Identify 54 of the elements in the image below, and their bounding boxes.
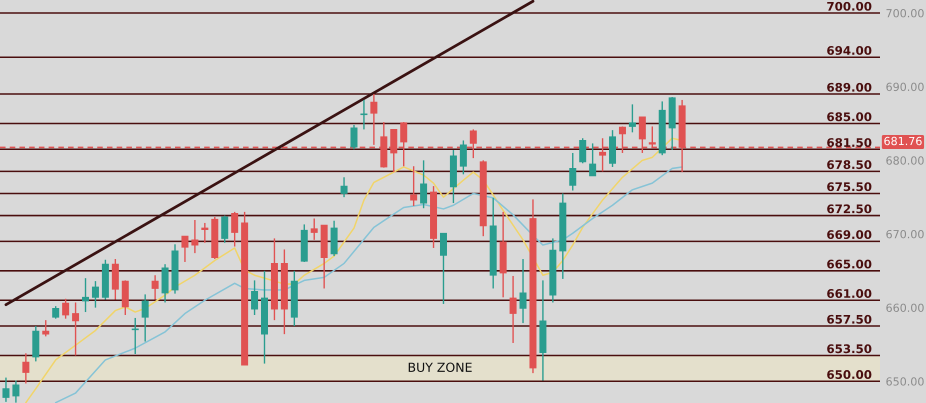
- ref-line-label: 653.50: [827, 344, 872, 354]
- y-tick-label: 700.00: [886, 9, 924, 18]
- ref-line-label: 678.50: [827, 160, 872, 170]
- candlestick: [42, 319, 50, 338]
- ref-line-label: 672.50: [827, 204, 872, 214]
- ref-line-label: 685.00: [827, 112, 872, 122]
- ref-line-label: 681.50: [827, 138, 872, 147]
- ref-line-label: 681.76: [884, 136, 922, 146]
- candlestick: [410, 166, 418, 207]
- ref-line-label: 669.00: [827, 230, 872, 240]
- candlestick: [510, 275, 517, 344]
- candlestick: [579, 138, 586, 164]
- ref-line-label: 661.00: [827, 289, 872, 298]
- candlestick: [92, 280, 99, 308]
- ref-line-label: 675.50: [827, 182, 872, 192]
- candlestick: [360, 99, 368, 130]
- candlestick: [201, 222, 208, 244]
- candlestick: [440, 232, 447, 305]
- candlestick: [12, 380, 20, 403]
- candlestick: [52, 305, 60, 320]
- candlestick: [82, 277, 90, 313]
- candlestick: [520, 258, 527, 324]
- candlestick: [132, 317, 139, 355]
- ref-line-label: 650.00: [827, 370, 872, 379]
- ref-line-label: 657.50: [827, 314, 872, 324]
- candlestick: [251, 280, 258, 316]
- candlestick: [191, 219, 198, 254]
- candlestick: [350, 124, 358, 150]
- candlestick: [231, 211, 238, 248]
- y-tick-label: 660.00: [886, 304, 924, 312]
- candlestick: [152, 274, 159, 300]
- candlestick: [460, 140, 467, 176]
- ref-line-label: 694.00: [827, 46, 872, 55]
- candlestick: [628, 104, 636, 134]
- y-tick-label: 680.00: [886, 156, 924, 165]
- candlestick: [142, 294, 149, 342]
- candlestick: [2, 376, 10, 403]
- candlestick: [569, 152, 576, 192]
- candlestick: [22, 352, 30, 384]
- candlestick: [589, 142, 596, 176]
- candlestick: [72, 302, 80, 356]
- band-label: BUY ZONE: [408, 362, 472, 372]
- ref-line-label: 700.00: [827, 2, 872, 11]
- candlestick: [221, 214, 228, 244]
- candlestick: [340, 176, 348, 198]
- ref-line-label: 665.00: [827, 260, 872, 269]
- ref-line-label: 689.00: [827, 82, 872, 92]
- candlestick: [310, 218, 318, 241]
- y-tick-label: 670.00: [886, 230, 924, 238]
- candlestick: [420, 160, 428, 209]
- y-tick-label: 650.00: [886, 377, 924, 386]
- candlestick: [62, 298, 70, 320]
- candlestick: [181, 235, 188, 263]
- y-tick-label: 690.00: [886, 82, 924, 92]
